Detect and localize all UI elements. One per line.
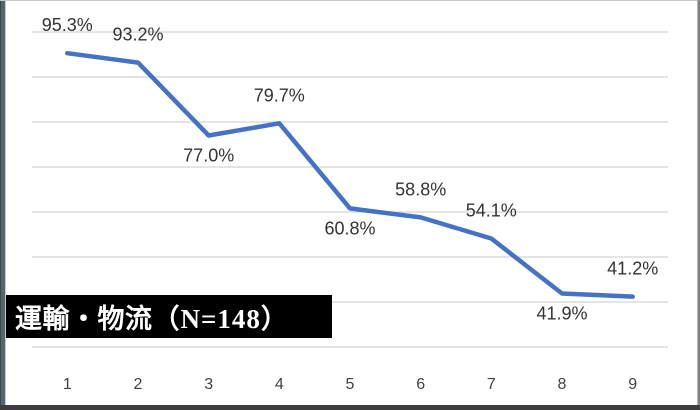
data-label: 54.1% <box>466 201 517 221</box>
data-label: 77.0% <box>183 146 234 166</box>
frame-top-edge <box>0 0 700 1</box>
data-label: 95.3% <box>42 15 93 35</box>
data-label: 79.7% <box>254 85 305 105</box>
x-tick-label: 7 <box>487 376 496 393</box>
x-tick-label: 9 <box>628 376 637 393</box>
x-tick-label: 5 <box>346 376 355 393</box>
data-label: 41.9% <box>536 304 587 324</box>
frame-bottom-edge <box>0 405 700 410</box>
x-tick-label: 2 <box>134 376 143 393</box>
frame-right-edge <box>697 0 700 410</box>
frame-left-edge <box>0 0 6 410</box>
data-label: 41.2% <box>607 259 658 279</box>
chart-title-main: 運輸・物流 <box>15 304 153 334</box>
x-tick-label: 3 <box>204 376 213 393</box>
x-tick-label: 4 <box>275 376 284 393</box>
x-tick-label: 6 <box>416 376 425 393</box>
data-label: 93.2% <box>112 25 163 45</box>
series-line <box>65 50 635 299</box>
data-label: 60.8% <box>324 218 375 238</box>
chart-title-box: 運輸・物流 （N=148） <box>6 295 332 338</box>
x-tick-label: 8 <box>558 376 567 393</box>
data-label: 58.8% <box>395 179 446 199</box>
x-tick-label: 1 <box>63 376 72 393</box>
chart-title-suffix: （N=148） <box>152 304 289 334</box>
